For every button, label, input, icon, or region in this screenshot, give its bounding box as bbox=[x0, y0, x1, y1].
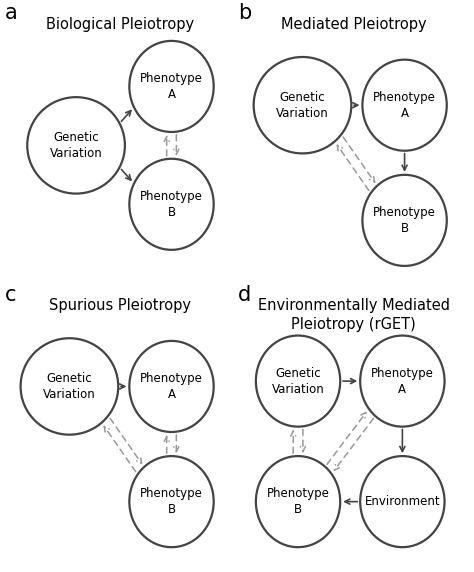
Text: Phenotype
B: Phenotype B bbox=[266, 487, 329, 516]
Text: Environmentally Mediated
Pleiotropy (rGET): Environmentally Mediated Pleiotropy (rGE… bbox=[257, 298, 449, 332]
Text: Genetic
Variation: Genetic Variation bbox=[43, 372, 96, 401]
Ellipse shape bbox=[360, 456, 445, 547]
Text: Phenotype
A: Phenotype A bbox=[371, 367, 434, 396]
Ellipse shape bbox=[363, 175, 447, 266]
Text: a: a bbox=[5, 3, 18, 23]
Ellipse shape bbox=[256, 456, 340, 547]
Text: Environment: Environment bbox=[365, 495, 440, 508]
Text: Genetic
Variation: Genetic Variation bbox=[272, 367, 324, 396]
Ellipse shape bbox=[27, 97, 125, 193]
Ellipse shape bbox=[256, 336, 340, 427]
Text: Phenotype
A: Phenotype A bbox=[140, 72, 203, 101]
Text: Genetic
Variation: Genetic Variation bbox=[50, 131, 102, 160]
Ellipse shape bbox=[254, 57, 351, 153]
Ellipse shape bbox=[129, 341, 214, 432]
Text: Spurious Pleiotropy: Spurious Pleiotropy bbox=[49, 298, 191, 313]
Text: c: c bbox=[5, 285, 17, 305]
Text: Phenotype
A: Phenotype A bbox=[140, 372, 203, 401]
Text: Phenotype
B: Phenotype B bbox=[140, 487, 203, 516]
Text: Genetic
Variation: Genetic Variation bbox=[276, 91, 329, 120]
Text: Biological Pleiotropy: Biological Pleiotropy bbox=[46, 17, 194, 32]
Text: d: d bbox=[238, 285, 251, 305]
Text: Phenotype
A: Phenotype A bbox=[373, 91, 436, 120]
Ellipse shape bbox=[363, 59, 447, 151]
Text: Phenotype
B: Phenotype B bbox=[140, 190, 203, 219]
Ellipse shape bbox=[129, 41, 214, 132]
Text: Mediated Pleiotropy: Mediated Pleiotropy bbox=[281, 17, 426, 32]
Ellipse shape bbox=[129, 456, 214, 547]
Ellipse shape bbox=[360, 336, 445, 427]
Text: Phenotype
B: Phenotype B bbox=[373, 206, 436, 235]
Ellipse shape bbox=[20, 338, 118, 435]
Ellipse shape bbox=[129, 159, 214, 250]
Text: b: b bbox=[238, 3, 251, 23]
